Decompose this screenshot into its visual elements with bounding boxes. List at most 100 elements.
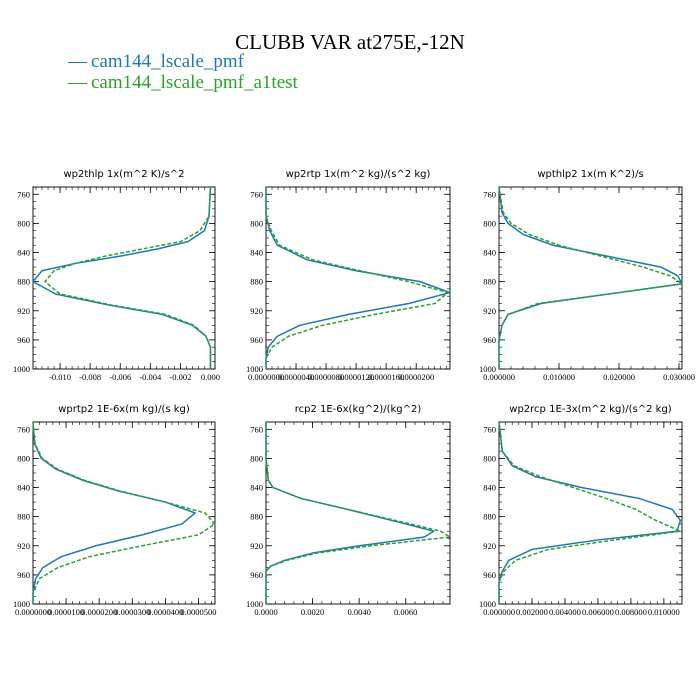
- y-tick-label: 880: [17, 277, 30, 287]
- x-tick-label: 0.0000160: [368, 372, 404, 382]
- y-tick-label: 760: [17, 424, 30, 434]
- y-tick-label: 840: [250, 483, 263, 493]
- x-tick-label: 0.010000: [543, 372, 575, 382]
- x-tick-label: 0.0000: [254, 607, 277, 617]
- y-tick-label: 880: [483, 277, 496, 287]
- x-tick-label: -0.010: [49, 372, 71, 382]
- chart-panel-3: wpthlp2 1x(m K^2)/s 760 800 840 880 920 960 100…: [479, 169, 695, 382]
- y-tick-label: 920: [483, 306, 496, 316]
- y-tick-label: 920: [250, 306, 263, 316]
- y-tick-label: 760: [483, 424, 496, 434]
- series-line-2: [32, 421, 216, 604]
- x-tick-label: -0.006: [109, 372, 131, 382]
- x-tick-label: 0.030000: [663, 372, 695, 382]
- panel-title: rcp2 1E-6x(kg^2)/(kg^2): [295, 404, 422, 415]
- series-line-1: [265, 187, 451, 369]
- y-tick-label: 960: [483, 570, 496, 580]
- x-tick-label: 0.0000200: [398, 372, 434, 382]
- y-tick-label: 920: [17, 541, 30, 551]
- panel-title: wpthlp2 1x(m K^2)/s: [537, 169, 643, 180]
- series-line-2: [498, 186, 683, 369]
- y-tick-label: 800: [250, 453, 263, 463]
- series-line-1: [32, 186, 212, 369]
- x-tick-label: 0.000000: [483, 607, 515, 617]
- x-tick-label: 0.002000: [516, 607, 548, 617]
- series-line-1: [498, 186, 683, 369]
- series-line-2: [44, 186, 212, 369]
- x-tick-label: 0.0000500: [180, 607, 216, 617]
- y-tick-label: 1000: [13, 599, 30, 609]
- y-tick-label: 800: [17, 218, 30, 228]
- chart-panel-4: wprtp2 1E-6x(m kg)/(s kg) 760 800 840 880 920…: [13, 404, 217, 617]
- legend-entry-1: — cam144_lscale_pmf: [67, 51, 245, 72]
- x-tick-label: 0.0020: [301, 607, 324, 617]
- y-tick-label: 760: [250, 189, 263, 199]
- y-tick-label: 760: [483, 189, 496, 199]
- y-tick-label: 880: [250, 512, 263, 522]
- panel-title: wp2rtp 1x(m^2 kg)/(s^2 kg): [286, 169, 431, 180]
- x-tick-label: 0.0060: [394, 607, 417, 617]
- y-tick-label: 800: [483, 218, 496, 228]
- x-tick-label: 0.0000000: [248, 372, 284, 382]
- series-line-2: [265, 422, 451, 604]
- x-tick-label: -0.008: [79, 372, 101, 382]
- y-tick-label: 880: [483, 512, 496, 522]
- panel-grid: wp2thlp 1x(m^2 K)/s^2 760 800 840 880 920 960 1…: [13, 169, 695, 617]
- y-tick-label: 1000: [479, 599, 496, 609]
- chart-panel-2: wp2rtp 1x(m^2 kg)/(s^2 kg) 760 800 840 880 92…: [246, 169, 451, 382]
- series-line-2: [265, 187, 449, 369]
- series-line-2: [498, 421, 682, 604]
- y-tick-label: 920: [483, 541, 496, 551]
- x-tick-label: 0.0000200: [81, 607, 117, 617]
- x-tick-label: 0.008000: [615, 607, 647, 617]
- chart-panel-6: wp2rcp 1E-3x(m^2 kg)/(s^2 kg) 760 800 840 88…: [479, 404, 683, 617]
- x-tick-label: 0.0000100: [48, 607, 84, 617]
- x-tick-label: 0.010000: [648, 607, 680, 617]
- y-tick-label: 800: [17, 453, 30, 463]
- x-tick-label: 0.020000: [603, 372, 635, 382]
- y-tick-label: 960: [250, 335, 263, 345]
- x-tick-label: 0.000000: [483, 372, 515, 382]
- plot-frame: [265, 421, 451, 605]
- x-tick-label: 0.0000080: [308, 372, 344, 382]
- x-tick-label: 0.0000120: [338, 372, 374, 382]
- plot-frame: [265, 186, 451, 370]
- y-tick-label: 840: [483, 248, 496, 258]
- legend-line-1: —: [67, 51, 88, 72]
- panel-title: wp2thlp 1x(m^2 K)/s^2: [63, 169, 184, 180]
- y-tick-label: 920: [17, 306, 30, 316]
- y-tick-label: 840: [17, 483, 30, 493]
- y-tick-label: 960: [483, 335, 496, 345]
- y-tick-label: 760: [250, 424, 263, 434]
- plot-frame: [498, 421, 683, 605]
- plot-frame: [32, 421, 216, 605]
- y-tick-label: 960: [17, 335, 30, 345]
- y-tick-label: 840: [17, 248, 30, 258]
- x-tick-label: 0.0000040: [278, 372, 314, 382]
- y-tick-label: 960: [250, 570, 263, 580]
- chart-panel-1: wp2thlp 1x(m^2 K)/s^2 760 800 840 880 920 960 1…: [13, 169, 220, 382]
- y-tick-label: 1000: [13, 364, 30, 374]
- plot-frame: [32, 186, 216, 370]
- series-line-1: [265, 422, 435, 604]
- x-tick-label: 0.0000300: [114, 607, 150, 617]
- y-tick-label: 800: [250, 218, 263, 228]
- x-tick-label: 0.0000000: [15, 607, 51, 617]
- y-tick-label: 1000: [479, 364, 496, 374]
- y-tick-label: 880: [250, 277, 263, 287]
- x-tick-label: 0.0000400: [147, 607, 183, 617]
- panel-title: wprtp2 1E-6x(m kg)/(s kg): [58, 404, 190, 415]
- chart-panel-5: rcp2 1E-6x(kg^2)/(kg^2) 760 800 840 880 920 96…: [246, 404, 451, 617]
- y-tick-label: 840: [250, 248, 263, 258]
- y-tick-label: 880: [17, 512, 30, 522]
- x-tick-label: -0.004: [139, 372, 162, 382]
- plot-frame: [498, 186, 683, 370]
- panel-title: wp2rcp 1E-3x(m^2 kg)/(s^2 kg): [509, 404, 672, 415]
- y-tick-label: 1000: [246, 364, 263, 374]
- legend-label-2: cam144_lscale_pmf_a1test: [91, 72, 299, 93]
- x-tick-label: 0.000: [201, 372, 220, 382]
- x-tick-label: -0.002: [169, 372, 191, 382]
- legend-line-2: —: [67, 72, 88, 93]
- y-tick-label: 800: [483, 453, 496, 463]
